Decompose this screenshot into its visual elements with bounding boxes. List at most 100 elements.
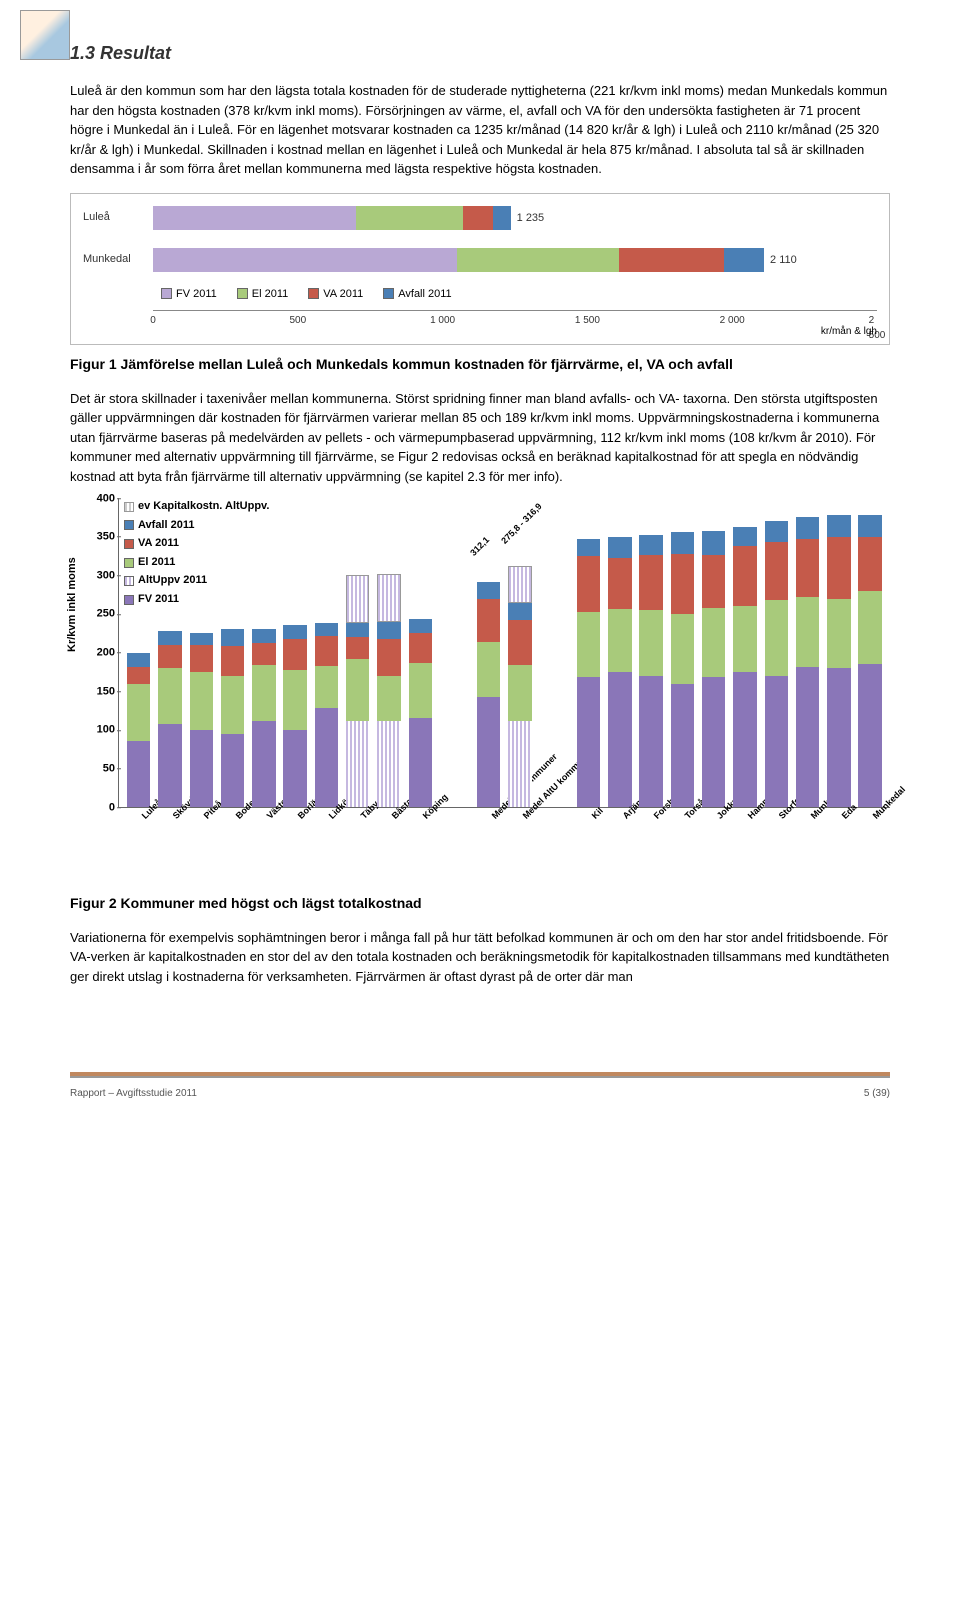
vbar: Eda: [824, 498, 853, 807]
figure-1-chart: Luleå1 235Munkedal2 110 FV 2011El 2011VA…: [70, 193, 890, 346]
vbar-segment: [796, 597, 819, 667]
vbar-segment: [190, 730, 213, 807]
vbar-segment: [508, 665, 531, 721]
vbar-segment: [221, 734, 244, 807]
hbar-row: Munkedal2 110: [83, 244, 877, 276]
vbar: Munkedal: [856, 498, 885, 807]
vbar-segment: [409, 718, 432, 807]
vbar-segment: [577, 677, 600, 807]
y-axis-tick: 0: [85, 799, 115, 816]
legend-item: FV 2011: [161, 286, 217, 303]
vbar-segment: [346, 721, 369, 808]
hbar-segment: [153, 248, 457, 272]
vbar-segment: [190, 672, 213, 730]
y-axis-tick: 400: [85, 490, 115, 507]
vbar-segment: [409, 663, 432, 719]
vbar-segment: [508, 603, 531, 620]
vbar: Köping: [406, 498, 435, 807]
legend-label: VA 2011: [323, 286, 363, 303]
vbar: Medel FV kommuner312,1: [474, 498, 503, 807]
vbar-segment: [158, 724, 181, 807]
vbar-segment: [283, 625, 306, 639]
hbar-segment: [619, 248, 723, 272]
vbar-segment: [858, 537, 881, 591]
vbar-segment: [577, 612, 600, 678]
vbar-segment: [765, 521, 788, 543]
vbar-segment: [639, 535, 662, 554]
vbar-segment: [796, 539, 819, 597]
hbar-label: Munkedal: [83, 251, 153, 268]
y-axis-tick: 200: [85, 644, 115, 661]
y-axis-tick: 50: [85, 760, 115, 777]
vbar-segment: [346, 575, 369, 623]
vbar-segment: [252, 643, 275, 665]
legend-label: Avfall 2011: [398, 286, 451, 303]
vbar-segment: [608, 609, 631, 672]
paragraph-3: Variationerna för exempelvis sophämtning…: [70, 928, 890, 987]
vbar-segment: [127, 667, 150, 684]
vbar-segment: [702, 608, 725, 678]
hbar-segment: [153, 206, 356, 230]
vbar-segment: [283, 730, 306, 807]
figure-1-x-unit: kr/mån & lgh: [821, 324, 877, 339]
vbar: Torsås: [668, 498, 697, 807]
legend-swatch: [383, 288, 394, 299]
footer-left: Rapport – Avgiftsstudie 2011: [70, 1086, 197, 1101]
vbar-segment: [377, 721, 400, 808]
vbar-segment: [127, 653, 150, 667]
header-logo: [20, 10, 70, 60]
vbar: Boden: [218, 498, 247, 807]
y-axis-tick: 350: [85, 528, 115, 545]
vbar-segment: [252, 665, 275, 721]
vbar-segment: [377, 622, 400, 639]
legend-label: FV 2011: [176, 286, 217, 303]
vbar-segment: [508, 721, 531, 808]
vbar-segment: [221, 676, 244, 734]
vbar-segment: [315, 623, 338, 637]
figure-2-title: Figur 2 Kommuner med högst och lägst tot…: [70, 894, 890, 914]
vbar-segment: [158, 668, 181, 724]
vbar: Täby: [343, 498, 372, 807]
vbar: Hammarö: [730, 498, 759, 807]
vbar-segment: [671, 554, 694, 614]
vbar-segment: [508, 566, 531, 603]
vbar: Medel AltU kommuner275,8 - 316,9: [505, 498, 534, 807]
vbar-segment: [577, 539, 600, 556]
vbar-segment: [190, 633, 213, 645]
y-axis-tick: 150: [85, 683, 115, 700]
y-axis-tick: 300: [85, 567, 115, 584]
vbar-segment: [252, 629, 275, 643]
vbar-segment: [508, 620, 531, 665]
legend-swatch: [237, 288, 248, 299]
vbar: Piteå: [187, 498, 216, 807]
vbar-segment: [477, 599, 500, 641]
vbar-segment: [346, 659, 369, 721]
vbar-segment: [702, 531, 725, 556]
vbar-segment: [127, 684, 150, 742]
y-axis-tick: 100: [85, 722, 115, 739]
vbar-segment: [671, 532, 694, 554]
vbar-segment: [796, 517, 819, 539]
vbar-segment: [221, 646, 244, 675]
vbar: Skövde: [155, 498, 184, 807]
vbar-segment: [409, 619, 432, 633]
vbar-segment: [346, 637, 369, 659]
hbar-segment: [493, 206, 510, 230]
legend-swatch: [161, 288, 172, 299]
vbar-segment: [827, 537, 850, 599]
vbar-segment: [733, 527, 756, 546]
vbar-segment: [827, 515, 850, 537]
vbar-segment: [671, 614, 694, 684]
vbar-segment: [221, 629, 244, 646]
vbar-segment: [671, 684, 694, 808]
vbar-segment: [409, 633, 432, 662]
vbar-segment: [608, 672, 631, 807]
legend-item: VA 2011: [308, 286, 363, 303]
vbar: Västerås: [249, 498, 278, 807]
figure-1-legend: FV 2011El 2011VA 2011Avfall 2011: [161, 286, 877, 303]
vbar-segment: [702, 555, 725, 608]
vbar-segment: [377, 574, 400, 622]
vbar-segment: [477, 697, 500, 807]
vbar: Båstad: [374, 498, 403, 807]
hbar-value-label: 1 235: [511, 210, 545, 227]
